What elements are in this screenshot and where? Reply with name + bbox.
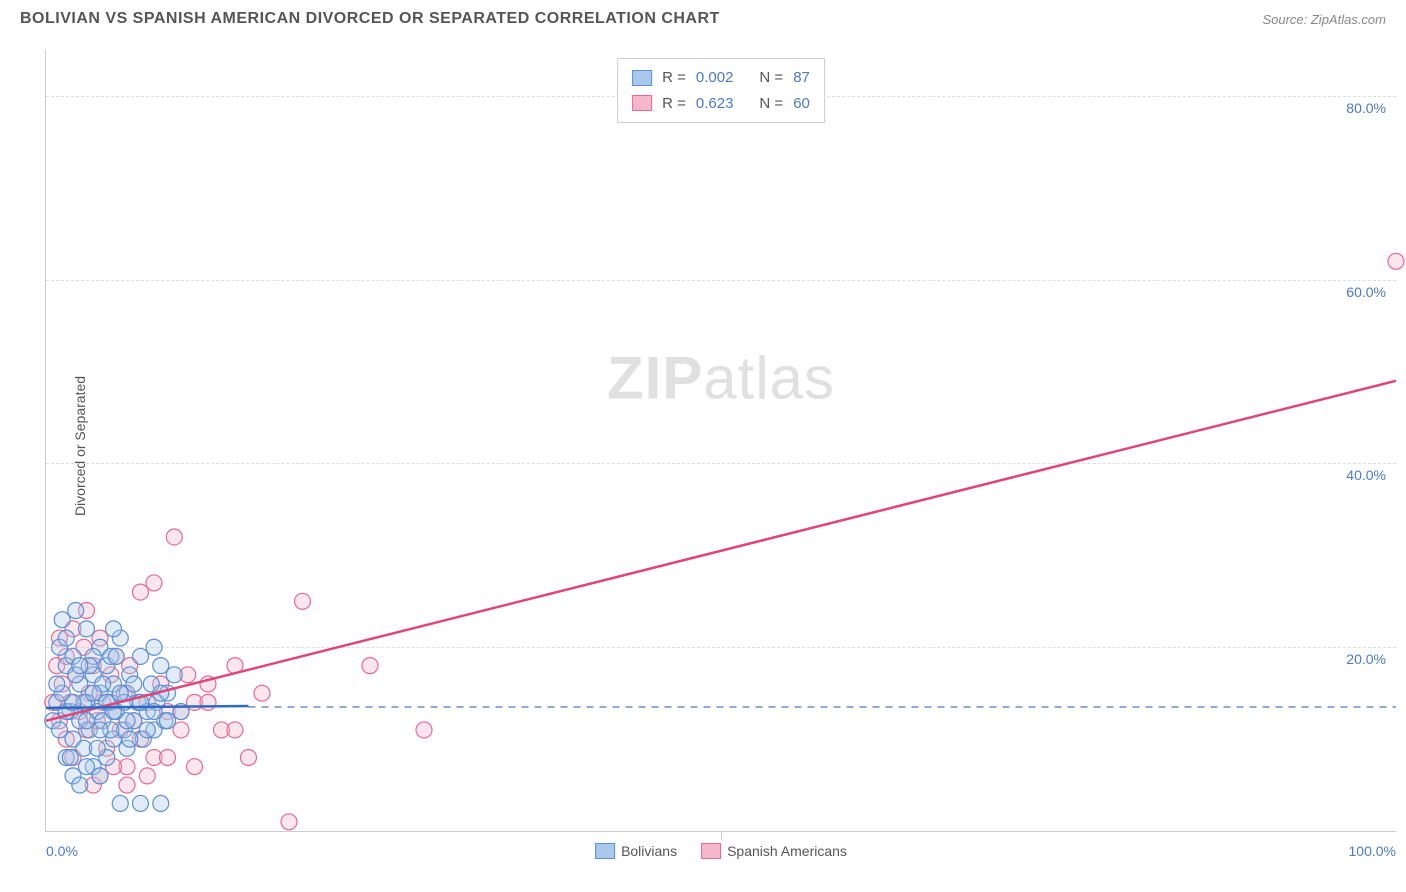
data-point xyxy=(54,612,70,628)
xtick-center xyxy=(721,831,722,839)
data-point xyxy=(133,584,149,600)
data-point xyxy=(79,713,95,729)
data-point xyxy=(160,749,176,765)
data-point xyxy=(146,575,162,591)
legend-item-spanish: Spanish Americans xyxy=(701,843,847,859)
data-point xyxy=(227,722,243,738)
data-point xyxy=(122,731,138,747)
legend-item-bolivians: Bolivians xyxy=(595,843,677,859)
data-point xyxy=(92,722,108,738)
data-point xyxy=(166,529,182,545)
series-legend: Bolivians Spanish Americans xyxy=(595,843,847,859)
data-point xyxy=(68,602,84,618)
data-point xyxy=(119,713,135,729)
data-point xyxy=(139,768,155,784)
data-point xyxy=(160,713,176,729)
data-point xyxy=(146,639,162,655)
data-point xyxy=(200,694,216,710)
data-point xyxy=(62,749,78,765)
data-point xyxy=(173,722,189,738)
legend-row-spanish: R = 0.623 N = 60 xyxy=(632,91,810,117)
data-point xyxy=(133,795,149,811)
data-point xyxy=(281,814,297,830)
data-point xyxy=(139,722,155,738)
data-point xyxy=(254,685,270,701)
data-point xyxy=(416,722,432,738)
data-point xyxy=(133,648,149,664)
trendline xyxy=(46,381,1396,721)
scatter-svg xyxy=(46,50,1396,831)
swatch-spanish-bottom xyxy=(701,843,721,859)
data-point xyxy=(79,621,95,637)
data-point xyxy=(108,648,124,664)
data-point xyxy=(241,749,257,765)
data-point xyxy=(1388,253,1404,269)
plot-area: ZIPatlas 20.0%40.0%60.0%80.0%0.0%100.0% … xyxy=(45,50,1396,832)
xtick-label-max: 100.0% xyxy=(1349,843,1396,859)
correlation-legend: R = 0.002 N = 87 R = 0.623 N = 60 xyxy=(617,58,825,123)
chart-title: BOLIVIAN VS SPANISH AMERICAN DIVORCED OR… xyxy=(20,10,720,28)
data-point xyxy=(52,722,68,738)
swatch-bolivians xyxy=(632,70,652,86)
xtick-label-min: 0.0% xyxy=(46,843,78,859)
data-point xyxy=(126,676,142,692)
data-point xyxy=(295,593,311,609)
data-point xyxy=(72,777,88,793)
swatch-spanish xyxy=(632,95,652,111)
source-attribution: Source: ZipAtlas.com xyxy=(1262,12,1386,27)
data-point xyxy=(79,759,95,775)
data-point xyxy=(49,676,65,692)
data-point xyxy=(119,777,135,793)
data-point xyxy=(187,759,203,775)
data-point xyxy=(89,740,105,756)
data-point xyxy=(106,621,122,637)
data-point xyxy=(72,658,88,674)
data-point xyxy=(112,685,128,701)
data-point xyxy=(166,667,182,683)
data-point xyxy=(112,795,128,811)
legend-row-bolivians: R = 0.002 N = 87 xyxy=(632,65,810,91)
swatch-bolivians-bottom xyxy=(595,843,615,859)
data-point xyxy=(153,658,169,674)
data-point xyxy=(85,685,101,701)
data-point xyxy=(92,768,108,784)
data-point xyxy=(362,658,378,674)
data-point xyxy=(153,795,169,811)
data-point xyxy=(58,630,74,646)
